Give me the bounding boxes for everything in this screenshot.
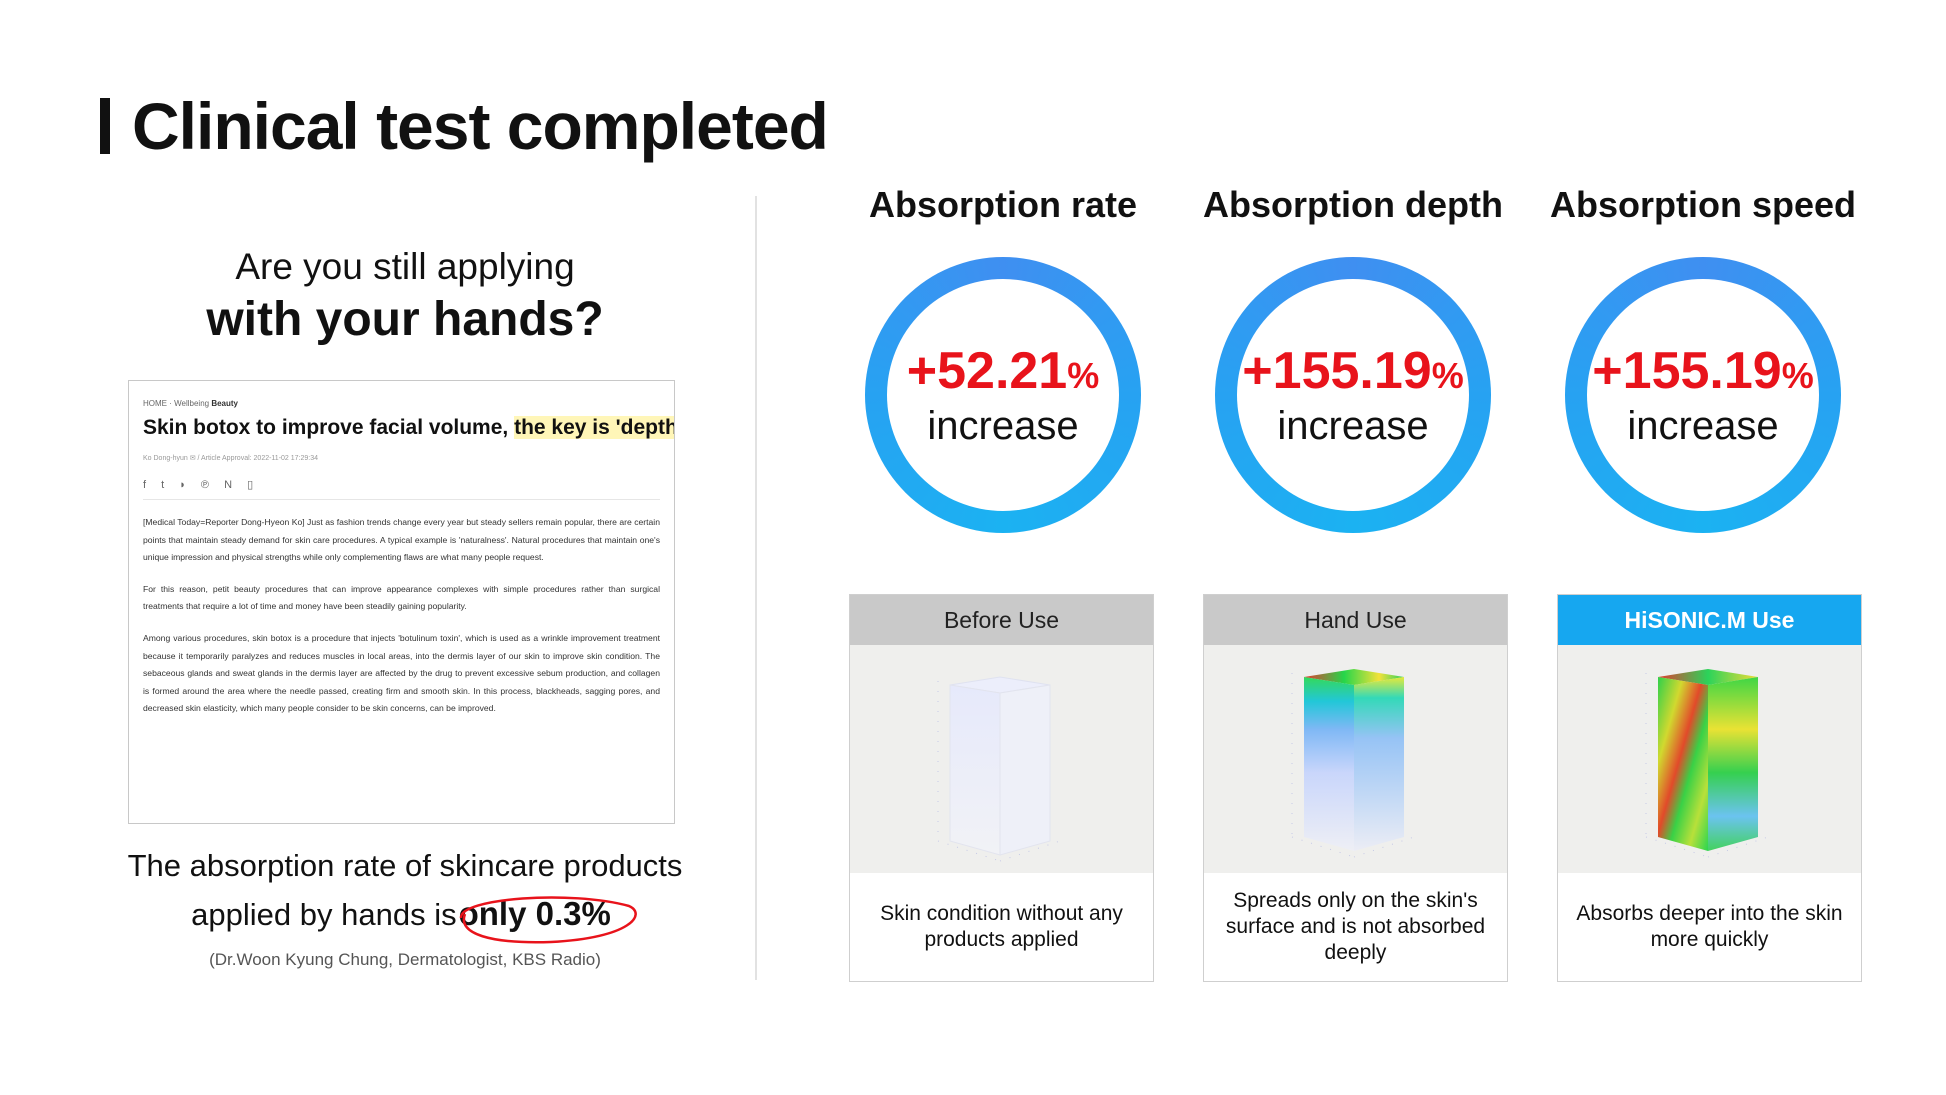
metric-suffix-rate: increase: [927, 403, 1079, 448]
article-paragraph-1: [Medical Today=Reporter Dong-Hyeon Ko] J…: [143, 517, 660, 563]
metric-label-speed: Absorption speed: [1549, 184, 1857, 225]
metric-suffix-speed: increase: [1627, 403, 1779, 448]
metric-value-speed: +155.19%: [1592, 341, 1814, 400]
article-byline: Ko Dong-hyun ✉ / Article Approval: 2022-…: [143, 455, 319, 462]
article-paragraph-3: Among various procedures, skin botox is …: [143, 632, 660, 714]
skin-column-hisonic-icon: [1558, 645, 1861, 873]
title-accent-bar: [100, 98, 110, 154]
metric-label-rate: Absorption rate: [868, 184, 1137, 225]
metric-suffix-depth: increase: [1277, 403, 1429, 448]
skin-column-before-icon: [850, 645, 1153, 873]
card-caption-hand: Spreads only on the skin's surface and i…: [1225, 889, 1486, 964]
metric-ring-speed: +155.19% increase: [1565, 257, 1841, 533]
card-hisonic-use: HiSONIC.M Use: [1557, 594, 1862, 982]
article-paragraph-2: For this reason, petit beauty procedures…: [143, 583, 660, 612]
source-citation: (Dr.Woon Kyung Chung, Dermatologist, KBS…: [209, 950, 601, 969]
news-article-screenshot: HOME · Wellbeing Beauty Skin botox to im…: [128, 380, 675, 824]
card-caption-before: Skin condition without any products appl…: [880, 902, 1123, 951]
skin-column-hand-icon: [1204, 645, 1507, 873]
article-breadcrumb: HOME · Wellbeing Beauty: [143, 399, 660, 408]
metric-ring-depth: +155.19% increase: [1215, 257, 1491, 533]
share-icons: f t ◗ ℗ N ▯: [143, 478, 660, 500]
card-title-hisonic: HiSONIC.M Use: [1558, 595, 1861, 645]
metric-value-depth: +155.19%: [1242, 341, 1464, 400]
emphasis-wrap: only 0.3%: [457, 895, 637, 944]
page-title: Clinical test completed: [132, 89, 829, 163]
metric-value-rate: +52.21%: [906, 341, 1100, 400]
article-headline: Skin botox to improve facial volume, the…: [143, 416, 674, 440]
card-title-hand: Hand Use: [1204, 595, 1507, 645]
vertical-divider: [755, 196, 757, 980]
metric-label-depth: Absorption depth: [1203, 184, 1503, 225]
absorption-caption-line-1: The absorption rate of skincare products: [127, 848, 683, 883]
absorption-caption-line-2: applied by hands isonly 0.3%: [100, 895, 710, 944]
caption-emphasis: only 0.3%: [458, 895, 611, 932]
card-caption-hisonic: Absorbs deeper into the skin more quickl…: [1576, 902, 1843, 951]
headline-plain: Skin botox to improve facial volume,: [143, 416, 509, 439]
card-before-use: Before Use Skin condition without any pr…: [849, 594, 1154, 982]
caption-prefix: applied by hands is: [191, 897, 457, 932]
question-line-1: Are you still applying: [235, 246, 575, 287]
metric-ring-rate: +52.21% increase: [865, 257, 1141, 533]
card-title-before: Before Use: [850, 595, 1153, 645]
headline-highlight: the key is 'depth': [514, 416, 674, 439]
breadcrumb-section: Beauty: [211, 399, 239, 408]
card-hand-use: Hand Use: [1203, 594, 1508, 982]
question-line-2: with your hands?: [206, 293, 604, 346]
breadcrumb-home: HOME · Wellbeing: [143, 399, 210, 408]
